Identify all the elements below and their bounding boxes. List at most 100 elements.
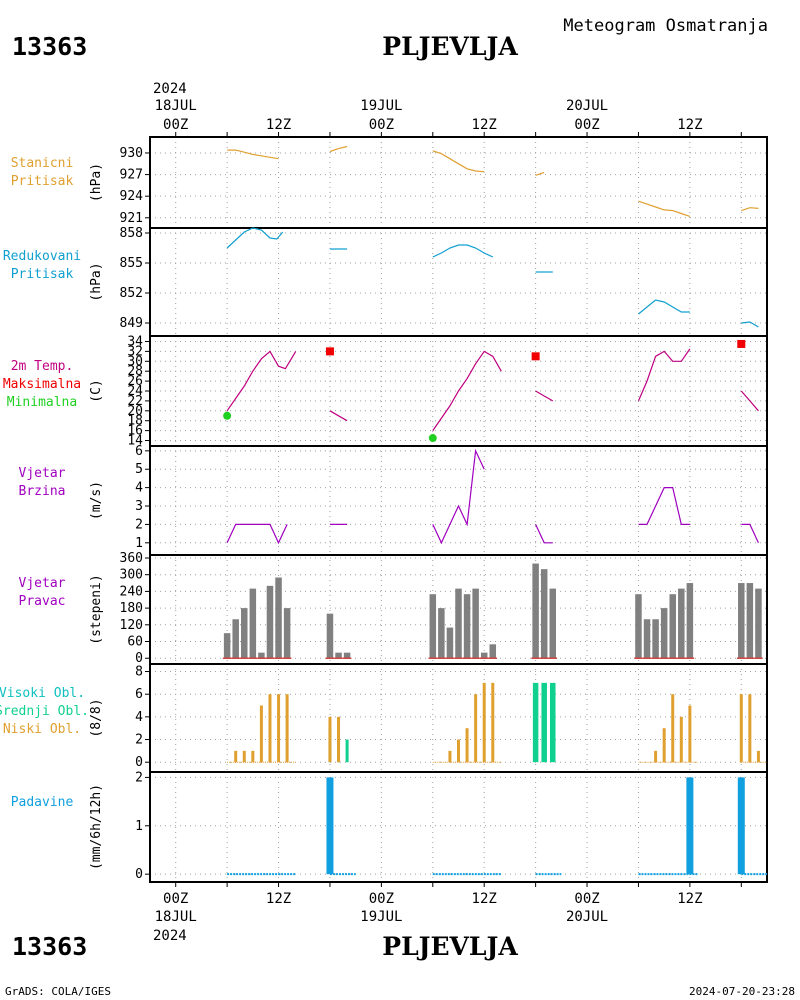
panel-reduced-pressure-series-0 <box>226 227 284 249</box>
panel-wind-speed-ytick-label: 2 <box>135 517 143 532</box>
panel-reduced-pressure-series-2 <box>432 244 494 258</box>
wind-dir-bar-24 <box>652 619 659 659</box>
time-label-bottom: 00Z <box>369 891 394 907</box>
panel-reduced-pressure-unit-label: (hPa) <box>89 262 104 301</box>
panel-temperature-ytick-label: 16 <box>127 424 143 439</box>
panel-temperature-ytick-label: 30 <box>127 354 143 369</box>
time-label-bottom: 12Z <box>677 891 702 907</box>
panel-temperature-ytick-label: 22 <box>127 394 143 409</box>
panel-reduced-pressure-ytick-label: 852 <box>120 286 143 301</box>
wind-dir-bar-19 <box>532 563 539 659</box>
panel-station-pressure-unit-label: (hPa) <box>89 163 104 202</box>
panel-reduced-pressure-frame <box>149 227 768 337</box>
bottom-year-label: 2024 <box>153 928 187 944</box>
cloud-low-bar-16 <box>662 728 666 763</box>
cloud-low-bar-20 <box>739 694 743 763</box>
panel-reduced-pressure-ytick-label: 855 <box>120 256 143 271</box>
panel-reduced-pressure-label-0: Redukovani <box>3 249 81 264</box>
time-label-top: 00Z <box>369 117 394 133</box>
panel-temperature-ytick-label: 14 <box>127 434 143 449</box>
panel-temperature-ytick-label: 26 <box>127 374 143 389</box>
date-label-top: 19JUL <box>360 98 402 114</box>
time-label-top: 12Z <box>472 117 497 133</box>
tmax-marker-2 <box>737 339 746 348</box>
wind-dir-bar-0 <box>223 633 231 659</box>
cloud-low-bar-13 <box>482 682 486 763</box>
panel-temperature-series-0 <box>226 350 297 412</box>
wind-dir-bar-12 <box>438 608 445 659</box>
panel-reduced-pressure-label-1: Pritisak <box>11 267 74 282</box>
time-label-top: 12Z <box>677 117 702 133</box>
time-label-top: 00Z <box>574 117 599 133</box>
panel-temperature-label-0: 2m Temp. <box>11 359 74 374</box>
wind-dir-bar-10 <box>343 652 351 659</box>
panel-station-pressure-label-1: Pritisak <box>11 174 74 189</box>
panel-wind-speed-unit-label: (m/s) <box>89 481 104 520</box>
panel-wind-speed-series-0 <box>226 523 288 545</box>
panel-station-pressure-series-1 <box>329 145 348 153</box>
time-label-bottom: 00Z <box>574 891 599 907</box>
wind-dir-bar-9 <box>335 652 342 659</box>
panel-wind-speed-ytick-label: 1 <box>135 536 143 551</box>
tmax-marker-1 <box>531 352 540 361</box>
panel-temperature-label-1: Maksimalna <box>3 377 81 392</box>
panel-station-pressure-ytick-label: 930 <box>120 146 143 161</box>
panel-wind-speed-ytick-label: 3 <box>135 499 143 514</box>
cloud-low-bar-9 <box>448 750 452 763</box>
panel-station-pressure-ytick-label: 921 <box>120 211 143 226</box>
panel-reduced-pressure-ytick-label: 849 <box>120 316 143 331</box>
cloud-mid-bar-3 <box>532 682 539 763</box>
wind-dir-bar-31 <box>755 588 762 659</box>
panel-temperature-series-4 <box>637 348 691 402</box>
tmin-marker-1 <box>428 434 437 443</box>
panel-station-pressure-series-2 <box>432 150 485 173</box>
panel-station-pressure-series-0 <box>227 149 279 160</box>
panel-temperature-ytick-label: 24 <box>127 384 143 399</box>
panel-station-pressure-series-4 <box>638 200 691 217</box>
panel-temperature-series-3 <box>535 390 554 402</box>
panel-wind-direction-label-1: Pravac <box>19 594 66 609</box>
panel-wind-direction-ytick-label: 360 <box>120 551 143 566</box>
wind-dir-bar-25 <box>660 608 668 659</box>
date-label-bottom: 20JUL <box>566 909 608 925</box>
wind-dir-bar-7 <box>283 608 291 659</box>
wind-dir-bar-30 <box>746 583 754 659</box>
panel-cloud-cover-label-2: Niski Obl. <box>3 722 81 737</box>
cloud-mid-bar-4 <box>541 682 547 763</box>
panel-temperature-unit-label: (C) <box>89 379 104 402</box>
time-label-top: 00Z <box>163 117 188 133</box>
wind-dir-bar-13 <box>446 627 454 659</box>
wind-dir-bar-1 <box>232 619 239 659</box>
panel-temperature-series-2 <box>432 350 502 431</box>
cloud-low-bar-3 <box>259 705 263 763</box>
panel-wind-speed-series-3 <box>535 524 553 544</box>
panel-cloud-cover-label-0: Visoki Obl. <box>0 686 85 701</box>
cloud-low-bar-12 <box>474 694 478 763</box>
cloud-low-bar-17 <box>671 694 675 763</box>
cloud-low-bar-18 <box>679 716 683 763</box>
panel-wind-speed-label-1: Brzina <box>19 484 66 499</box>
panel-cloud-cover-ytick-label: 2 <box>135 733 143 748</box>
station-id-top: 13363 <box>12 32 87 61</box>
tmax-marker-0 <box>325 347 334 356</box>
panel-wind-direction-ytick-label: 120 <box>120 618 143 633</box>
time-label-bottom: 12Z <box>266 891 291 907</box>
panel-temperature-ytick-label: 34 <box>127 334 143 349</box>
panel-station-pressure-series-5 <box>741 207 759 212</box>
cloud-low-bar-22 <box>756 750 760 763</box>
panel-wind-direction-ytick-label: 0 <box>135 651 143 666</box>
panel-wind-speed-frame <box>149 445 768 556</box>
wind-dir-bar-5 <box>266 585 274 659</box>
cloud-low-bar-15 <box>654 750 658 763</box>
cloud-low-bar-10 <box>457 739 460 763</box>
cloud-low-bar-19 <box>688 705 692 763</box>
footer-timestamp: 2024-07-20-23:28 <box>689 985 795 998</box>
time-label-bottom: 12Z <box>472 891 497 907</box>
precip-bar-2 <box>737 777 745 875</box>
cloud-low-bar-8 <box>337 716 341 763</box>
panel-station-pressure-frame <box>149 136 768 229</box>
panel-station-pressure-series-3 <box>535 171 545 176</box>
wind-dir-bar-3 <box>249 588 257 659</box>
panel-precipitation-frame <box>149 771 768 883</box>
